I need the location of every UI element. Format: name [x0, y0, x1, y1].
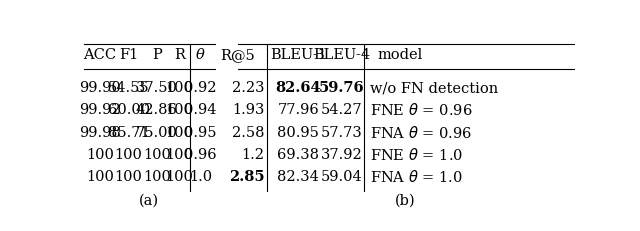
Text: F1: F1 [119, 48, 138, 62]
Text: FNE $\theta$ = 1.0: FNE $\theta$ = 1.0 [370, 147, 463, 163]
Text: 100: 100 [86, 148, 114, 162]
Text: 80.95: 80.95 [277, 126, 319, 140]
Text: 82.34: 82.34 [277, 170, 319, 184]
Text: model: model [378, 48, 423, 62]
Text: 57.73: 57.73 [321, 126, 363, 140]
Text: 99.98: 99.98 [79, 126, 121, 140]
Text: 100: 100 [143, 170, 171, 184]
Text: 59.76: 59.76 [319, 81, 365, 95]
Text: R@5: R@5 [220, 48, 255, 62]
Text: ACC: ACC [83, 48, 116, 62]
Text: 1.2: 1.2 [241, 148, 264, 162]
Text: 77.96: 77.96 [277, 103, 319, 117]
Text: BLEU-1: BLEU-1 [269, 48, 327, 62]
Text: 2.85: 2.85 [229, 170, 264, 184]
Text: 100: 100 [115, 148, 143, 162]
Text: 54.27: 54.27 [321, 103, 363, 117]
Text: 60.00: 60.00 [108, 103, 150, 117]
Text: 85.71: 85.71 [108, 126, 149, 140]
Text: 100: 100 [165, 103, 193, 117]
Text: 75.00: 75.00 [136, 126, 178, 140]
Text: 2.58: 2.58 [232, 126, 264, 140]
Text: 0.94: 0.94 [184, 103, 217, 117]
Text: P: P [152, 48, 162, 62]
Text: 100: 100 [165, 148, 193, 162]
Text: FNA $\theta$ = 0.96: FNA $\theta$ = 0.96 [370, 125, 472, 141]
Text: 1.93: 1.93 [232, 103, 264, 117]
Text: 0.96: 0.96 [184, 148, 217, 162]
Text: 100: 100 [165, 81, 193, 95]
Text: 99.90: 99.90 [79, 81, 121, 95]
Text: BLEU-4: BLEU-4 [314, 48, 371, 62]
Text: 2.23: 2.23 [232, 81, 264, 95]
Text: 42.86: 42.86 [136, 103, 178, 117]
Text: 99.92: 99.92 [79, 103, 121, 117]
Text: 37.50: 37.50 [136, 81, 178, 95]
Text: FNA $\theta$ = 1.0: FNA $\theta$ = 1.0 [370, 169, 463, 185]
Text: θ: θ [196, 48, 205, 62]
Text: 100: 100 [165, 126, 193, 140]
Text: 69.38: 69.38 [277, 148, 319, 162]
Text: (a): (a) [138, 193, 159, 207]
Text: 100: 100 [143, 148, 171, 162]
Text: 82.64: 82.64 [275, 81, 321, 95]
Text: FNE $\theta$ = 0.96: FNE $\theta$ = 0.96 [370, 102, 472, 119]
Text: R: R [174, 48, 184, 62]
Text: 100: 100 [115, 170, 143, 184]
Text: w/o FN detection: w/o FN detection [370, 81, 499, 95]
Text: 100: 100 [86, 170, 114, 184]
Text: 59.04: 59.04 [321, 170, 363, 184]
Text: 37.92: 37.92 [321, 148, 363, 162]
Text: 100: 100 [165, 170, 193, 184]
Text: (b): (b) [395, 193, 415, 207]
Text: 54.55: 54.55 [108, 81, 149, 95]
Text: 0.92: 0.92 [184, 81, 217, 95]
Text: 0.95: 0.95 [184, 126, 217, 140]
Text: 1.0: 1.0 [189, 170, 212, 184]
